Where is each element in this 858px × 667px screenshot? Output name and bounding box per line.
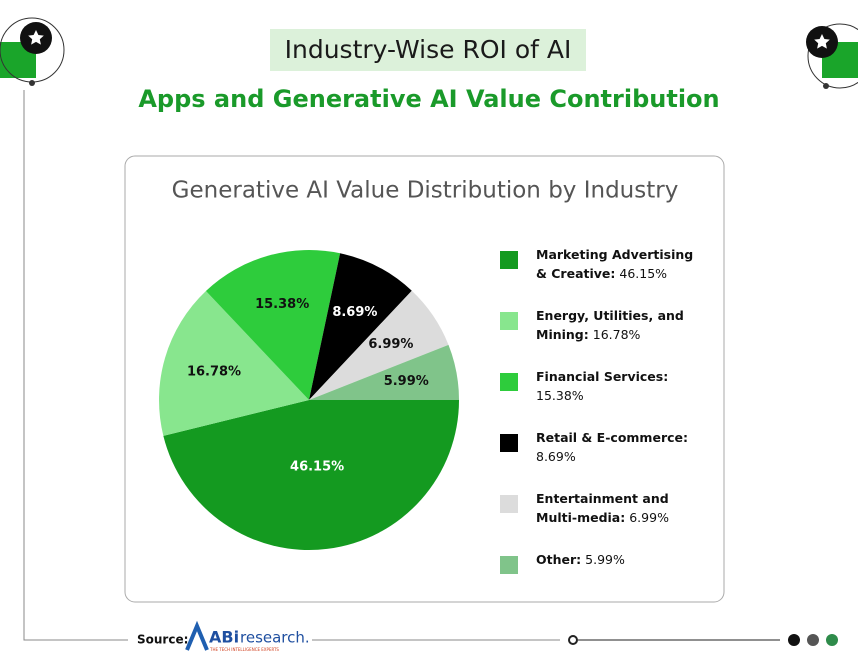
slice-label: 8.69% xyxy=(332,305,377,320)
pie-slice xyxy=(309,290,449,400)
legend-swatch xyxy=(500,373,518,391)
dot xyxy=(568,635,578,645)
frame-line xyxy=(23,90,128,641)
dot xyxy=(788,634,800,646)
legend-text: Financial Services: 15.38% xyxy=(536,367,696,405)
legend-value: 8.69% xyxy=(536,449,576,464)
legend-text: Entertainment and Multi-media: 6.99% xyxy=(536,489,696,527)
page-title: Industry-Wise ROI of AI xyxy=(285,35,572,64)
dot xyxy=(826,634,838,646)
slice-label: 46.15% xyxy=(290,460,344,475)
legend-text: Marketing Advertising & Creative: 46.15% xyxy=(536,245,696,283)
title-box xyxy=(270,29,586,71)
pie-slice xyxy=(309,253,412,400)
slice-label: 6.99% xyxy=(368,337,413,352)
legend-swatch xyxy=(500,251,518,269)
legend-label: Energy, Utilities, and Mining: xyxy=(536,308,684,342)
star xyxy=(28,30,44,45)
pie-slice xyxy=(309,344,459,400)
legend-value: 5.99% xyxy=(585,552,625,567)
star xyxy=(814,34,830,49)
legend-value: 46.15% xyxy=(619,266,668,281)
legend-swatch xyxy=(500,495,518,513)
legend-label: Other: xyxy=(536,552,582,567)
legend-label: Marketing Advertising & Creative: xyxy=(536,247,694,281)
legend-value: 15.38% xyxy=(536,388,584,403)
legend-value: 16.78% xyxy=(592,327,641,342)
legend-text: Retail & E-commerce: 8.69% xyxy=(536,428,696,466)
legend-swatch xyxy=(500,556,518,574)
logo-brand: ABi xyxy=(209,628,239,647)
legend-label: Entertainment and Multi-media: xyxy=(536,491,669,525)
legend-text: Energy, Utilities, and Mining: 16.78% xyxy=(536,306,696,344)
chart-title: Generative AI Value Distribution by Indu… xyxy=(172,178,679,204)
pie-slice xyxy=(159,291,309,436)
pie-slice xyxy=(205,250,341,400)
logo-mark xyxy=(185,620,209,651)
logo-name: research. xyxy=(240,629,310,647)
legend-value: 6.99% xyxy=(629,510,669,525)
legend-swatch xyxy=(500,434,518,452)
legend-label: Financial Services: xyxy=(536,369,669,384)
logo-tagline: THE TECH INTELLIGENCE EXPERTS xyxy=(209,647,279,652)
slice-label: 16.78% xyxy=(187,365,241,380)
legend-text: Other: 5.99% xyxy=(536,550,696,569)
dot xyxy=(807,634,819,646)
slice-label: 15.38% xyxy=(255,297,309,312)
source-label: Source: xyxy=(137,633,188,647)
legend-swatch xyxy=(500,312,518,330)
page-subtitle: Apps and Generative AI Value Contributio… xyxy=(138,85,719,113)
dot xyxy=(823,83,829,89)
legend-label: Retail & E-commerce: xyxy=(536,430,688,445)
corner-ring xyxy=(807,23,858,89)
dot xyxy=(29,80,35,86)
pie-slice xyxy=(163,400,459,551)
slice-label: 5.99% xyxy=(384,374,429,389)
